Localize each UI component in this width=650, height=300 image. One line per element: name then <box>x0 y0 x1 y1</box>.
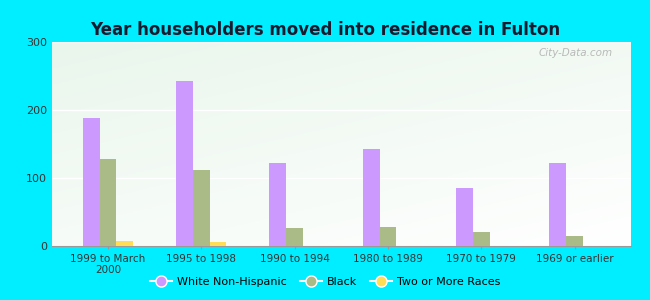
Bar <box>176 81 193 246</box>
Bar <box>269 163 286 246</box>
Bar <box>456 188 473 246</box>
Bar <box>363 149 380 246</box>
Bar <box>549 163 566 246</box>
Text: Year householders moved into residence in Fulton: Year householders moved into residence i… <box>90 21 560 39</box>
Bar <box>99 159 116 246</box>
Bar <box>83 118 99 246</box>
Bar <box>193 170 210 246</box>
Bar <box>473 232 489 246</box>
Bar <box>116 241 133 246</box>
Bar <box>566 236 583 246</box>
Text: City-Data.com: City-Data.com <box>539 48 613 58</box>
Bar <box>286 228 303 246</box>
Bar <box>210 242 226 246</box>
Bar <box>380 227 396 246</box>
Legend: White Non-Hispanic, Black, Two or More Races: White Non-Hispanic, Black, Two or More R… <box>146 273 504 291</box>
